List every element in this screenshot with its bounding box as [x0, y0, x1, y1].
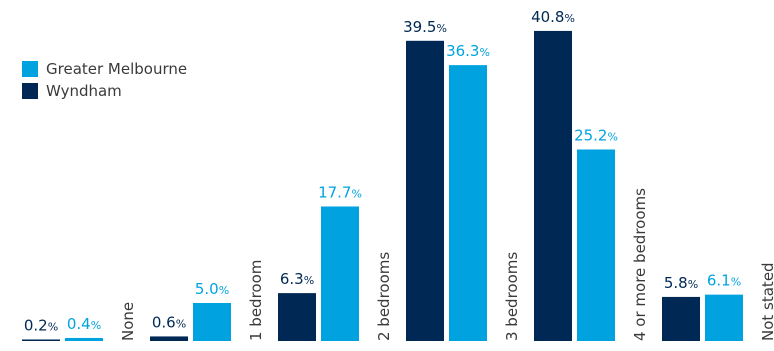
- category-label-not-stated: Not stated: [759, 262, 774, 341]
- legend-item-wyndham: Wyndham: [22, 80, 187, 102]
- legend-label: Wyndham: [46, 82, 122, 100]
- data-label-wyndham-none: 0.2%: [24, 316, 58, 334]
- category-label-4-or-more-bedrooms: 4 or more bedrooms: [631, 188, 649, 341]
- data-label-greater-melbourne-4-or-more-bedrooms: 25.2%: [574, 126, 618, 144]
- bar-wyndham-none: [22, 339, 60, 341]
- bar-greater-melbourne-not-stated: [705, 294, 743, 341]
- data-label-greater-melbourne-3-bedrooms: 36.3%: [446, 42, 490, 60]
- category-label-3-bedrooms: 3 bedrooms: [503, 252, 521, 341]
- bar-wyndham-2-bedrooms: [278, 293, 316, 341]
- category-label-1-bedroom: 1 bedroom: [247, 260, 265, 341]
- legend: Greater Melbourne Wyndham: [22, 58, 187, 102]
- legend-item-greater-melbourne: Greater Melbourne: [22, 58, 187, 80]
- category-label-2-bedrooms: 2 bedrooms: [375, 252, 393, 341]
- data-label-wyndham-1-bedroom: 0.6%: [152, 313, 186, 331]
- bar-wyndham-4-or-more-bedrooms: [534, 30, 572, 341]
- legend-label: Greater Melbourne: [46, 60, 188, 78]
- bar-greater-melbourne-4-or-more-bedrooms: [577, 149, 615, 341]
- legend-swatch-greater-melbourne: [22, 61, 38, 77]
- bar-wyndham-not-stated: [662, 296, 700, 341]
- bar-greater-melbourne-1-bedroom: [193, 303, 231, 341]
- category-label-none: None: [119, 302, 137, 341]
- bar-wyndham-1-bedroom: [150, 336, 188, 341]
- bar-greater-melbourne-3-bedrooms: [449, 65, 487, 342]
- bar-wyndham-3-bedrooms: [406, 40, 444, 342]
- data-label-wyndham-2-bedrooms: 6.3%: [280, 270, 314, 288]
- data-label-greater-melbourne-2-bedrooms: 17.7%: [318, 183, 362, 201]
- legend-swatch-wyndham: [22, 83, 38, 99]
- data-label-greater-melbourne-1-bedroom: 5.0%: [195, 280, 229, 298]
- bar-greater-melbourne-2-bedrooms: [321, 206, 359, 341]
- data-label-wyndham-3-bedrooms: 39.5%: [403, 18, 447, 36]
- data-label-wyndham-4-or-more-bedrooms: 40.8%: [531, 8, 575, 26]
- data-label-greater-melbourne-none: 0.4%: [67, 315, 101, 333]
- bar-greater-melbourne-none: [65, 337, 103, 341]
- data-label-greater-melbourne-not-stated: 6.1%: [707, 272, 741, 290]
- data-label-wyndham-not-stated: 5.8%: [664, 274, 698, 292]
